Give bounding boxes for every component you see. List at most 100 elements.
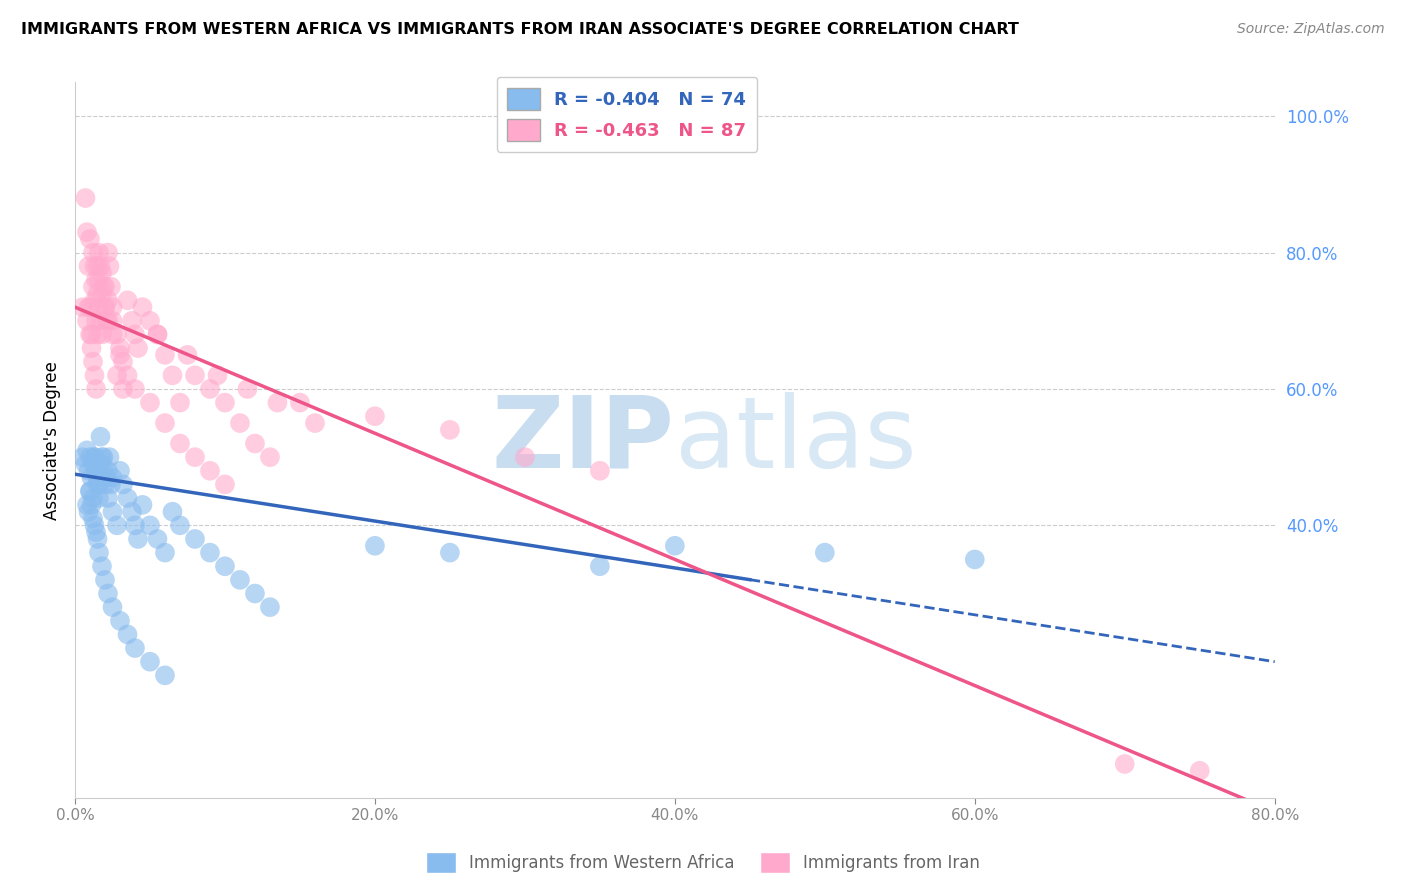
Point	[111, 354, 134, 368]
Point	[117, 491, 139, 505]
Point	[124, 518, 146, 533]
Point	[153, 668, 176, 682]
Y-axis label: Associate's Degree: Associate's Degree	[44, 360, 60, 519]
Point	[364, 409, 387, 424]
Point	[101, 314, 124, 328]
Point	[77, 464, 100, 478]
Point	[83, 259, 105, 273]
Point	[97, 586, 120, 600]
Point	[236, 382, 259, 396]
Point	[439, 423, 461, 437]
Point	[184, 532, 207, 546]
Point	[82, 457, 104, 471]
Point	[184, 450, 207, 465]
Point	[214, 559, 236, 574]
Point	[82, 354, 104, 368]
Point	[97, 491, 120, 505]
Point	[86, 327, 108, 342]
Point	[214, 477, 236, 491]
Point	[176, 348, 198, 362]
Text: IMMIGRANTS FROM WESTERN AFRICA VS IMMIGRANTS FROM IRAN ASSOCIATE'S DEGREE CORREL: IMMIGRANTS FROM WESTERN AFRICA VS IMMIGR…	[21, 22, 1019, 37]
Point	[243, 436, 266, 450]
Point	[79, 484, 101, 499]
Point	[83, 450, 105, 465]
Point	[84, 382, 107, 396]
Point	[94, 477, 117, 491]
Point	[229, 573, 252, 587]
Point	[94, 470, 117, 484]
Point	[76, 225, 98, 239]
Point	[139, 395, 162, 409]
Point	[94, 573, 117, 587]
Point	[127, 532, 149, 546]
Point	[87, 300, 110, 314]
Point	[513, 450, 536, 465]
Point	[86, 532, 108, 546]
Point	[288, 395, 311, 409]
Point	[86, 259, 108, 273]
Legend: Immigrants from Western Africa, Immigrants from Iran: Immigrants from Western Africa, Immigran…	[419, 846, 987, 880]
Point	[214, 395, 236, 409]
Point	[91, 559, 114, 574]
Point	[139, 518, 162, 533]
Point	[86, 470, 108, 484]
Point	[124, 641, 146, 656]
Point	[169, 395, 191, 409]
Point	[963, 552, 986, 566]
Point	[84, 273, 107, 287]
Point	[108, 341, 131, 355]
Point	[146, 327, 169, 342]
Point	[83, 518, 105, 533]
Point	[80, 498, 103, 512]
Point	[89, 430, 111, 444]
Point	[87, 273, 110, 287]
Point	[1114, 756, 1136, 771]
Point	[146, 532, 169, 546]
Point	[83, 293, 105, 308]
Point	[89, 314, 111, 328]
Point	[117, 368, 139, 383]
Point	[589, 559, 612, 574]
Point	[93, 279, 115, 293]
Point	[198, 546, 221, 560]
Point	[439, 546, 461, 560]
Point	[162, 368, 184, 383]
Point	[87, 491, 110, 505]
Point	[80, 327, 103, 342]
Point	[304, 416, 326, 430]
Point	[100, 279, 122, 293]
Point	[91, 266, 114, 280]
Point	[91, 327, 114, 342]
Point	[162, 505, 184, 519]
Point	[91, 286, 114, 301]
Point	[75, 191, 97, 205]
Point	[76, 498, 98, 512]
Point	[87, 546, 110, 560]
Point	[89, 464, 111, 478]
Point	[79, 232, 101, 246]
Point	[82, 511, 104, 525]
Point	[1188, 764, 1211, 778]
Point	[87, 245, 110, 260]
Point	[139, 655, 162, 669]
Point	[77, 259, 100, 273]
Point	[198, 382, 221, 396]
Point	[198, 464, 221, 478]
Point	[84, 314, 107, 328]
Point	[664, 539, 686, 553]
Point	[100, 477, 122, 491]
Point	[96, 314, 118, 328]
Point	[91, 450, 114, 465]
Point	[98, 259, 121, 273]
Point	[76, 443, 98, 458]
Point	[83, 450, 105, 465]
Point	[94, 300, 117, 314]
Point	[814, 546, 837, 560]
Point	[77, 505, 100, 519]
Point	[86, 286, 108, 301]
Point	[94, 300, 117, 314]
Point	[589, 464, 612, 478]
Point	[259, 600, 281, 615]
Point	[105, 518, 128, 533]
Point	[139, 314, 162, 328]
